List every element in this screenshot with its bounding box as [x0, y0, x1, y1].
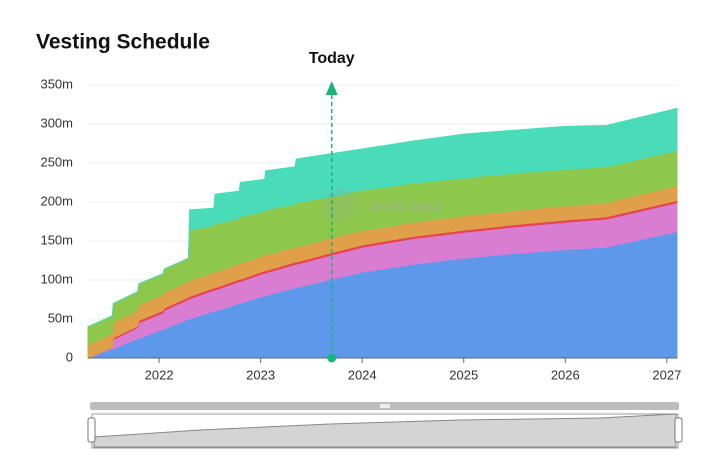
y-tick-label: 250m	[40, 154, 73, 169]
today-dot	[327, 353, 337, 363]
x-tick-label: 2025	[449, 367, 478, 382]
x-tick-label: 2027	[652, 367, 681, 382]
zoom-slider[interactable]	[87, 402, 683, 449]
slider-handle[interactable]	[674, 417, 683, 443]
y-tick-label: 350m	[40, 76, 73, 91]
y-tick-label: 100m	[40, 271, 73, 286]
x-tick-label: 2023	[246, 367, 275, 382]
area	[87, 107, 678, 328]
x-tick-label: 2026	[551, 367, 580, 382]
areas	[87, 107, 678, 359]
slider-grip[interactable]	[380, 404, 390, 408]
y-tick-label: 300m	[40, 115, 73, 130]
watermark: DefiLlama	[370, 198, 442, 215]
chart-title: Vesting Schedule	[36, 31, 210, 54]
y-tick-label: 0	[66, 349, 73, 364]
y-tick-label: 50m	[48, 310, 73, 325]
overlay: DefiLlama Today	[88, 50, 677, 363]
slider-handle[interactable]	[87, 417, 96, 443]
y-tick-label: 200m	[40, 193, 73, 208]
today-label: Today	[309, 50, 355, 67]
watermark-logo	[323, 188, 357, 222]
y-tick-label: 150m	[40, 232, 73, 247]
x-tick-label: 2022	[145, 367, 174, 382]
x-tick-label: 2024	[348, 367, 377, 382]
today-arrow	[325, 81, 338, 95]
